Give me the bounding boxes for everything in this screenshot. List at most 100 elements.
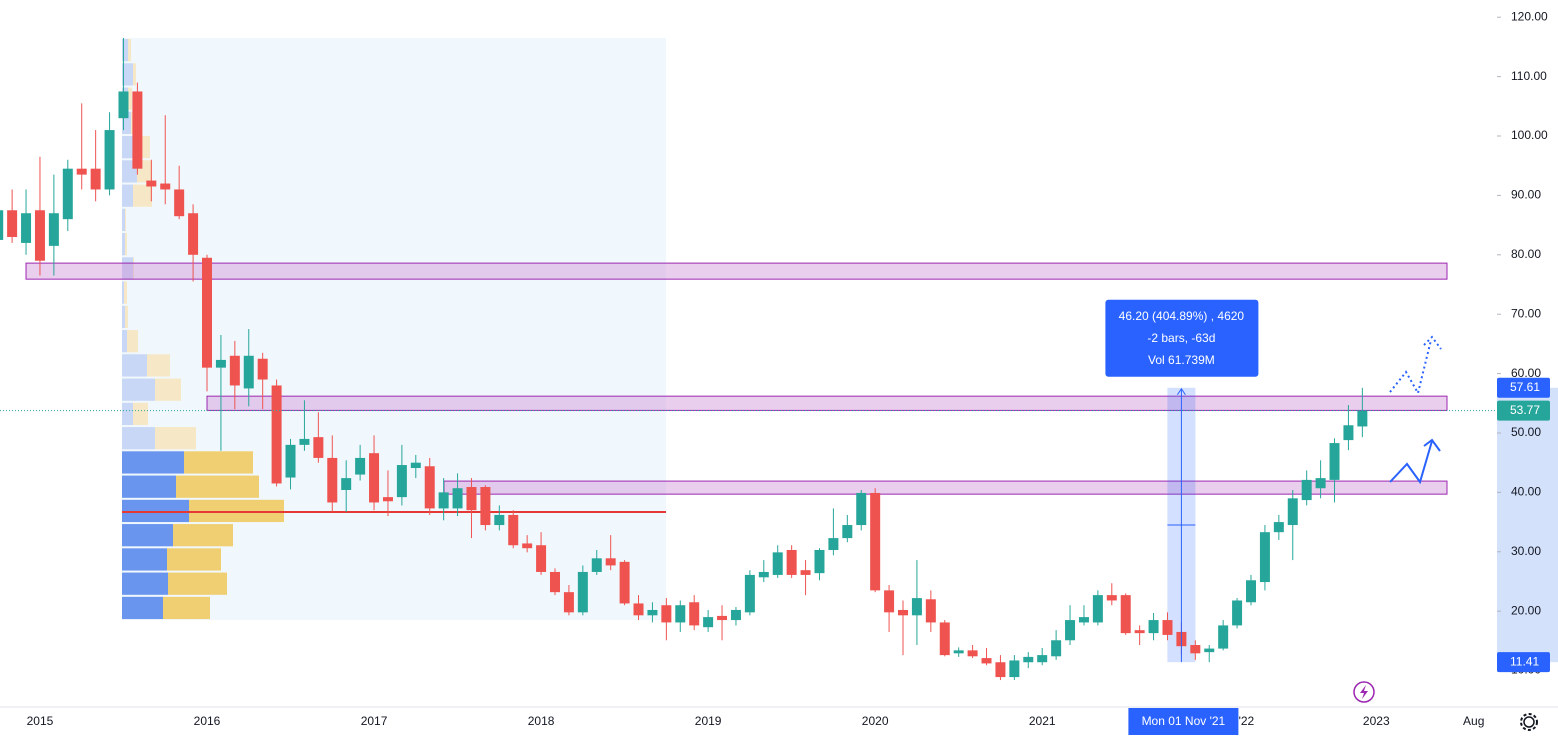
candle-body [494,514,505,526]
crosshair-label: Mon 01 Nov '21 [1142,714,1226,728]
profile-up-bar [122,184,133,207]
candle-body [939,622,950,656]
candle-body [981,658,992,664]
arrow-head [1423,335,1442,350]
candle-body [257,358,268,380]
candle-body [229,355,240,386]
candle-body [619,561,630,604]
candle-body [1204,648,1215,653]
candle-body [661,605,672,623]
arrow-head [1423,438,1441,452]
profile-up-bar [122,354,147,377]
profile-down-bar [125,305,128,329]
profile-down-bar [173,524,233,547]
profile-up-bar [122,208,125,232]
candle-body [160,183,171,190]
candle-body [522,543,533,549]
profile-up-bar [122,233,125,256]
profile-down-bar [128,39,131,62]
candle-body [271,385,282,484]
candle-body [90,168,101,190]
profile-up-bar [122,281,124,304]
candle-body [1287,498,1298,526]
zone [206,395,1448,411]
profile-down-bar [133,402,148,426]
x-tick-label: Aug [1463,714,1484,728]
last-price-label: 53.77 [1510,403,1540,417]
profile-up-bar [122,378,155,401]
candle-body [1357,410,1368,427]
candle-body [480,487,491,526]
candle-body [424,466,435,509]
candle-body [1134,630,1145,634]
candle-body [772,552,783,575]
candle-body [1315,478,1326,489]
candle-body [327,457,338,503]
candle-body [1190,645,1201,654]
y-tick-label: 20.00 [1511,603,1541,617]
profile-up-bar [122,475,176,498]
measure-low-label: 11.41 [1510,654,1539,668]
profile-up-bar [122,136,135,159]
candle-body [313,437,324,458]
candle-body [341,478,352,490]
candle-body [118,91,129,119]
x-tick-label: 2016 [194,714,221,728]
measure-label: -2 bars, -63d [1147,331,1215,345]
candle-body [215,359,226,368]
candle-body [1037,655,1048,663]
profile-up-bar [122,572,168,595]
y-tick-label: 60.00 [1511,366,1541,380]
candle-body [1120,595,1131,634]
y-tick-label: 40.00 [1511,485,1541,499]
candle-body [717,615,728,621]
candle-body [1009,660,1020,678]
profile-down-bar [128,87,132,110]
candle-body [870,492,881,591]
axes: 10.0020.0030.0040.0050.0060.0070.0080.00… [27,9,1558,735]
profile-down-bar [184,451,253,474]
x-tick-label: '22 [1239,714,1255,728]
plot-area: 46.20 (404.89%) , 4620 -2 bars, -63d Vol 6… [0,38,1497,681]
candle-body [7,210,18,237]
candle-body [577,571,588,613]
measure-high-label-box [1497,377,1550,398]
profile-down-bar [155,378,181,401]
x-tick-label: 2020 [862,714,889,728]
candle-body [62,168,73,220]
x-tick-label: 2015 [27,714,54,728]
profile-down-bar [155,427,196,450]
settings-icon[interactable] [1520,713,1538,731]
profile-down-bar [189,499,284,523]
candle-body [1218,625,1229,649]
candle-body [744,574,755,613]
candle-body [1343,425,1354,441]
candle-body [382,497,393,502]
candle-body [675,605,686,623]
alert-icon[interactable] [1353,681,1375,703]
candle-body [814,549,825,574]
candle-body [508,514,519,546]
candle-body [174,189,185,217]
last-price-label-box [1497,400,1550,421]
candle-body [1273,522,1284,533]
profile-up-bar [122,451,184,474]
candle-body [1106,595,1117,601]
candle-body [243,355,254,389]
candle-body [48,213,59,246]
candle-body [369,453,380,503]
profile-down-bar [168,572,227,595]
profile-up-bar [122,63,133,86]
candle-body [605,558,616,566]
candle-body [911,598,922,616]
y-tick-label: 70.00 [1511,306,1541,320]
candle-body [703,617,714,628]
profile-up-bar [122,548,167,571]
profile-down-bar [125,233,127,256]
profile-down-bar [125,208,126,232]
measure-label-box [1105,299,1259,377]
profile-down-bar [124,281,127,304]
drawings [1389,335,1442,485]
